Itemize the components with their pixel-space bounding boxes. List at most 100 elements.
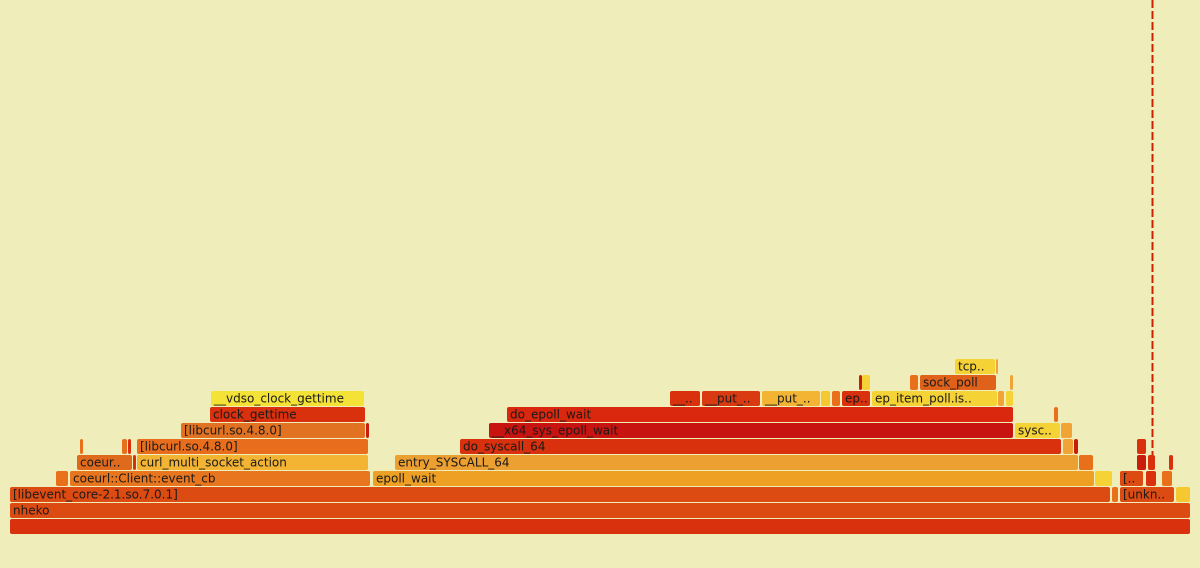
frame[interactable]	[133, 455, 136, 470]
frame-bar[interactable]	[210, 407, 365, 422]
frame[interactable]	[910, 375, 918, 390]
frame[interactable]: [libcurl.so.4.8.0]	[137, 439, 368, 454]
frame-bar[interactable]	[1054, 407, 1058, 422]
frame[interactable]: sock_poll	[920, 375, 996, 390]
frame-bar[interactable]	[842, 391, 870, 406]
frame[interactable]	[1137, 439, 1146, 454]
frame[interactable]	[1148, 455, 1155, 470]
frame[interactable]	[1010, 375, 1013, 390]
frame[interactable]: coeurl::Client::event_cb	[70, 471, 370, 486]
frame[interactable]	[821, 391, 830, 406]
frame[interactable]: ep..	[842, 391, 870, 406]
frame[interactable]: __put_..	[762, 391, 820, 406]
frame[interactable]	[122, 439, 127, 454]
frame[interactable]: __x64_sys_epoll_wait	[489, 423, 1013, 438]
frame[interactable]: [unkn..	[1120, 487, 1174, 502]
frame-bar[interactable]	[859, 375, 862, 390]
frame[interactable]	[1146, 471, 1156, 486]
frame-bar[interactable]	[1162, 471, 1172, 486]
frame-bar[interactable]	[1176, 487, 1190, 502]
frame-bar[interactable]	[998, 391, 1004, 406]
frame[interactable]	[1061, 423, 1072, 438]
frame[interactable]	[1074, 439, 1078, 454]
frame[interactable]	[1176, 487, 1190, 502]
frame-bar[interactable]	[832, 391, 840, 406]
frame-bar[interactable]	[77, 455, 132, 470]
frame-bar[interactable]	[366, 423, 369, 438]
frame-bar[interactable]	[137, 439, 368, 454]
frame[interactable]: __put_..	[702, 391, 760, 406]
frame-bar[interactable]	[211, 391, 364, 406]
frame[interactable]	[1162, 471, 1172, 486]
frame-bar[interactable]	[10, 503, 1190, 518]
frame[interactable]: epoll_wait	[373, 471, 1094, 486]
frame[interactable]: do_syscall_64	[460, 439, 1061, 454]
frame-bar[interactable]	[1137, 455, 1146, 470]
frame-bar[interactable]	[137, 455, 368, 470]
frame[interactable]: curl_multi_socket_action	[137, 455, 368, 470]
frame[interactable]: ep_item_poll.is..	[872, 391, 997, 406]
frame-bar[interactable]	[128, 439, 131, 454]
frame[interactable]	[996, 359, 998, 374]
frame[interactable]: [..	[1120, 471, 1143, 486]
frame-bar[interactable]	[1120, 487, 1174, 502]
frame-bar[interactable]	[1169, 455, 1173, 470]
frame-bar[interactable]	[872, 391, 997, 406]
frame[interactable]	[10, 519, 1190, 534]
frame-bar[interactable]	[1112, 487, 1118, 502]
frame[interactable]	[1112, 487, 1118, 502]
frame-bar[interactable]	[762, 391, 820, 406]
frame[interactable]	[128, 439, 131, 454]
frame[interactable]: clock_gettime	[210, 407, 365, 422]
frame[interactable]	[998, 391, 1004, 406]
frame[interactable]: nheko	[10, 503, 1190, 518]
frame[interactable]	[859, 375, 862, 390]
frame-bar[interactable]	[395, 455, 1078, 470]
frame-bar[interactable]	[373, 471, 1094, 486]
frame[interactable]: coeur..	[77, 455, 132, 470]
frame[interactable]	[1095, 471, 1112, 486]
frame-bar[interactable]	[702, 391, 760, 406]
frame-bar[interactable]	[1146, 471, 1156, 486]
frame[interactable]	[1137, 455, 1146, 470]
frame[interactable]	[1079, 455, 1093, 470]
frame[interactable]: entry_SYSCALL_64	[395, 455, 1078, 470]
frame[interactable]: [libevent_core-2.1.so.7.0.1]	[10, 487, 1110, 502]
frame-bar[interactable]	[122, 439, 127, 454]
frame-bar[interactable]	[1074, 439, 1078, 454]
frame-bar[interactable]	[862, 375, 870, 390]
frame-bar[interactable]	[1079, 455, 1093, 470]
frame-bar[interactable]	[56, 471, 68, 486]
frame[interactable]	[832, 391, 840, 406]
frame-bar[interactable]	[181, 423, 365, 438]
frame-bar[interactable]	[460, 439, 1061, 454]
frame[interactable]: tcp..	[955, 359, 995, 374]
frame[interactable]	[1006, 391, 1013, 406]
frame[interactable]	[366, 423, 369, 438]
frame-bar[interactable]	[489, 423, 1013, 438]
frame-bar[interactable]	[1063, 439, 1073, 454]
frame-bar[interactable]	[996, 359, 998, 374]
frame-bar[interactable]	[507, 407, 1013, 422]
frame-bar[interactable]	[70, 471, 370, 486]
frame-bar[interactable]	[955, 359, 995, 374]
frame[interactable]: __vdso_clock_gettime	[211, 391, 364, 406]
frame-bar[interactable]	[1148, 455, 1155, 470]
frame-bar[interactable]	[920, 375, 996, 390]
frame[interactable]	[862, 375, 870, 390]
frame-bar[interactable]	[1010, 375, 1013, 390]
frame[interactable]: do_epoll_wait	[507, 407, 1013, 422]
frame-bar[interactable]	[133, 455, 136, 470]
frame[interactable]	[1169, 455, 1173, 470]
frame-bar[interactable]	[1015, 423, 1060, 438]
frame-bar[interactable]	[1137, 439, 1146, 454]
frame-bar[interactable]	[1061, 423, 1072, 438]
frame-bar[interactable]	[80, 439, 83, 454]
frame-bar[interactable]	[670, 391, 700, 406]
frame-bar[interactable]	[821, 391, 830, 406]
frame-bar[interactable]	[10, 519, 1190, 534]
frame-bar[interactable]	[1006, 391, 1013, 406]
frame[interactable]: [libcurl.so.4.8.0]	[181, 423, 365, 438]
frame-bar[interactable]	[910, 375, 918, 390]
frame[interactable]	[80, 439, 83, 454]
